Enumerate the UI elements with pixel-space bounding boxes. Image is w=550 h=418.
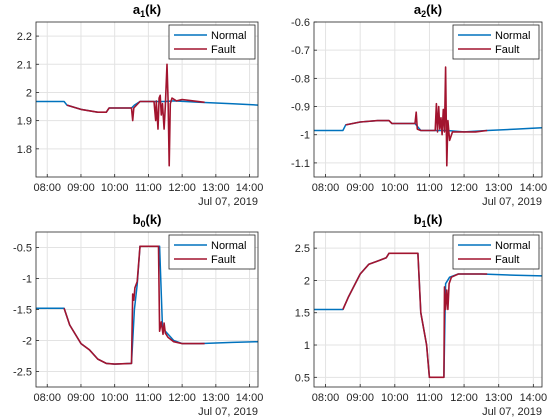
x-tick-label: 10:00 bbox=[101, 392, 129, 404]
x-tick-label: 14:00 bbox=[520, 392, 548, 404]
x-tick-label: 10:00 bbox=[101, 182, 129, 194]
y-tick-label: 2.5 bbox=[295, 243, 310, 255]
legend-box bbox=[452, 24, 540, 60]
x-tick-label: 08:00 bbox=[33, 392, 61, 404]
legend-label-fault: Fault bbox=[495, 44, 519, 56]
x-tick-label: 12:00 bbox=[450, 392, 478, 404]
x-tick-label: 10:00 bbox=[381, 182, 409, 194]
x-tick-label: 11:00 bbox=[135, 392, 162, 404]
x-tick-label: 09:00 bbox=[67, 392, 95, 404]
x-tick-label: 12:00 bbox=[168, 182, 196, 194]
chart-title: a2(k) bbox=[414, 2, 442, 19]
legend: Normal Fault bbox=[452, 24, 540, 60]
x-tick-label: 11:00 bbox=[135, 182, 162, 194]
x-tick-label: 13:00 bbox=[485, 392, 513, 404]
series-line-fault bbox=[66, 63, 205, 167]
y-tick-label: -0.5 bbox=[13, 243, 32, 255]
x-tick-label: 08:00 bbox=[33, 182, 61, 194]
legend-label-normal: Normal bbox=[211, 30, 246, 42]
x-tick-label: 11:00 bbox=[416, 182, 443, 194]
x-tick-label: 14:00 bbox=[236, 392, 264, 404]
x-tick-label: 09:00 bbox=[346, 182, 374, 194]
y-tick-label: 1.5 bbox=[295, 308, 310, 320]
y-tick-label: -1 bbox=[300, 130, 310, 142]
y-tick-label: -2 bbox=[22, 336, 32, 348]
y-tick-label: -0.7 bbox=[291, 45, 310, 57]
x-tick-label: 13:00 bbox=[485, 182, 513, 194]
legend: Normal Fault bbox=[168, 24, 256, 60]
x-tick-label: 13:00 bbox=[202, 392, 230, 404]
series-line-fault bbox=[345, 66, 488, 167]
x-axis-label: Jul 07, 2019 bbox=[482, 196, 542, 208]
axes-box bbox=[313, 231, 543, 388]
y-tick-label: 2 bbox=[26, 87, 32, 99]
legend-label-normal: Normal bbox=[495, 240, 530, 252]
y-tick-label: 1.9 bbox=[17, 116, 32, 128]
y-tick-label: -0.8 bbox=[291, 73, 310, 85]
chart-title: a1(k) bbox=[133, 2, 161, 19]
legend-box bbox=[168, 234, 256, 270]
y-tick-label: 0.5 bbox=[295, 372, 310, 384]
chart-panel-2: 08:00 09:00 10:00 11:00 12:00 13:00 14:00 Jul 0… bbox=[291, 2, 547, 208]
legend-label-normal: Normal bbox=[495, 30, 530, 42]
legend-label-fault: Fault bbox=[211, 254, 235, 266]
x-tick-label: 09:00 bbox=[67, 182, 95, 194]
chart-title: b0(k) bbox=[133, 212, 162, 229]
legend: Normal Fault bbox=[452, 234, 540, 270]
legend-label-normal: Normal bbox=[211, 240, 246, 252]
axes-box bbox=[313, 21, 543, 178]
chart-panel-1: 08:00 09:00 10:00 11:00 12:00 13:00 14:00 Jul 0… bbox=[17, 2, 264, 208]
y-tick-label: -1.1 bbox=[291, 158, 310, 170]
x-tick-label: 12:00 bbox=[450, 182, 478, 194]
x-tick-label: 13:00 bbox=[202, 182, 230, 194]
axes-box bbox=[35, 21, 259, 178]
x-tick-label: 09:00 bbox=[346, 392, 374, 404]
chart-title: b1(k) bbox=[414, 212, 443, 229]
x-axis-label: Jul 07, 2019 bbox=[198, 196, 258, 208]
x-tick-label: 08:00 bbox=[312, 182, 340, 194]
legend: Normal Fault bbox=[168, 234, 256, 270]
y-tick-label: -0.9 bbox=[291, 102, 310, 114]
series-line-fault bbox=[63, 245, 205, 365]
x-tick-label: 11:00 bbox=[416, 392, 443, 404]
y-tick-label: -0.6 bbox=[291, 17, 310, 29]
chart-panel-4: 08:00 09:00 10:00 11:00 12:00 13:00 14:00 Jul 0… bbox=[295, 212, 547, 418]
legend-box bbox=[168, 24, 256, 60]
y-tick-label: -2.5 bbox=[13, 367, 32, 379]
chart-panel-3: 08:00 09:00 10:00 11:00 12:00 13:00 14:00 Jul 0… bbox=[13, 212, 263, 418]
x-axis-label: Jul 07, 2019 bbox=[482, 406, 542, 418]
y-tick-label: 2.2 bbox=[17, 31, 32, 43]
y-tick-label: 2 bbox=[304, 275, 310, 287]
x-tick-label: 10:00 bbox=[381, 392, 409, 404]
x-tick-label: 14:00 bbox=[520, 182, 548, 194]
y-tick-label: 2.1 bbox=[17, 59, 32, 71]
x-tick-label: 12:00 bbox=[168, 392, 196, 404]
legend-label-fault: Fault bbox=[495, 254, 519, 266]
legend-box bbox=[452, 234, 540, 270]
y-tick-label: 1 bbox=[304, 340, 310, 352]
y-tick-label: 1.8 bbox=[17, 144, 32, 156]
y-tick-label: -1 bbox=[22, 274, 32, 286]
x-axis-label: Jul 07, 2019 bbox=[198, 406, 258, 418]
y-tick-label: -1.5 bbox=[13, 305, 32, 317]
x-tick-label: 14:00 bbox=[236, 182, 264, 194]
x-tick-label: 08:00 bbox=[312, 392, 340, 404]
series-line-fault bbox=[342, 252, 488, 379]
legend-label-fault: Fault bbox=[211, 44, 235, 56]
